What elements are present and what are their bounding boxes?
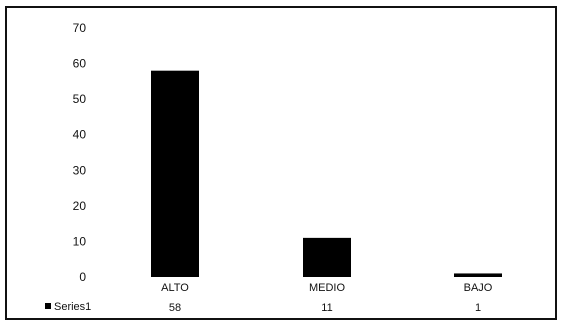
legend-marker bbox=[45, 303, 51, 309]
data-table: Series1 bbox=[45, 301, 91, 313]
category-label-bajo: BAJO bbox=[464, 282, 493, 294]
y-tick-label: 0 bbox=[79, 270, 86, 284]
value-label-bajo: 1 bbox=[475, 302, 481, 314]
y-tick-label: 70 bbox=[73, 21, 87, 35]
y-tick-label: 10 bbox=[73, 234, 87, 248]
y-tick-label: 20 bbox=[73, 199, 87, 213]
y-tick-label: 40 bbox=[73, 128, 87, 142]
bar-medio bbox=[303, 238, 351, 277]
value-labels: 58 11 1 bbox=[169, 302, 481, 314]
value-label-medio: 11 bbox=[321, 302, 332, 314]
legend-series-name: Series1 bbox=[54, 301, 91, 313]
category-label-alto: ALTO bbox=[161, 282, 189, 294]
bars bbox=[151, 71, 502, 277]
bar-bajo bbox=[454, 273, 502, 277]
y-tick-label: 50 bbox=[73, 92, 87, 106]
y-tick-label: 60 bbox=[73, 57, 87, 71]
value-label-alto: 58 bbox=[169, 302, 181, 314]
y-tick-label: 30 bbox=[73, 163, 87, 177]
category-labels: ALTO MEDIO BAJO bbox=[161, 282, 493, 294]
category-label-medio: MEDIO bbox=[309, 282, 346, 294]
bar-alto bbox=[151, 71, 199, 277]
y-axis: 0 10 20 30 40 50 60 70 bbox=[73, 21, 87, 284]
